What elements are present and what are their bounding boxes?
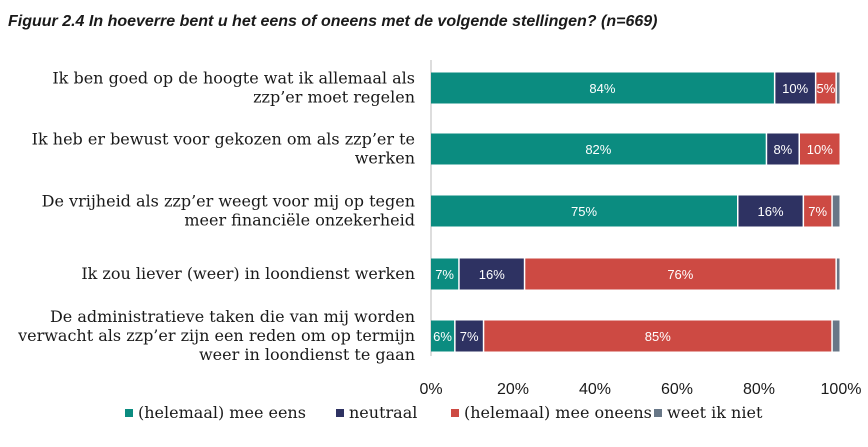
legend-swatch <box>451 409 459 417</box>
data-label: 76% <box>667 267 693 282</box>
data-label: 85% <box>645 329 671 344</box>
category-label-line: meer financiële onzekerheid <box>184 211 415 230</box>
x-tick-label: 20% <box>497 381 529 398</box>
bar-segment <box>816 72 836 104</box>
chart-title: Figuur 2.4 In hoeverre bent u het eens o… <box>8 13 658 30</box>
bar-segment <box>431 320 455 352</box>
data-label: 8% <box>773 142 792 157</box>
category-label-line: weer in loondienst te gaan <box>199 345 415 364</box>
bar-segment <box>832 320 840 352</box>
data-label: 84% <box>589 81 615 96</box>
category-label-line: Ik heb er bewust voor gekozen om als zzp… <box>32 130 415 149</box>
data-label: 10% <box>782 81 808 96</box>
bar-segment <box>738 195 803 227</box>
data-label: 16% <box>479 267 505 282</box>
category-label-line: Ik ben goed op de hoogte wat ik allemaal… <box>52 69 415 88</box>
category-label-line: zzp’er moet regelen <box>253 88 415 107</box>
category-label: Ik heb er bewust voor gekozen om als zzp… <box>32 130 415 168</box>
bar-segment <box>431 258 459 290</box>
x-tick-label: 80% <box>743 381 775 398</box>
x-tick-label: 0% <box>419 381 442 398</box>
data-label: 7% <box>460 329 479 344</box>
bar-segment <box>775 72 815 104</box>
bar-segment <box>836 72 840 104</box>
legend-label: neutraal <box>349 403 417 422</box>
category-label: De vrijheid als zzp’er weegt voor mij op… <box>42 192 415 230</box>
legend-swatch <box>336 409 344 417</box>
category-label-line: De vrijheid als zzp’er weegt voor mij op… <box>42 192 415 211</box>
bar-segment <box>832 195 840 227</box>
legend-label: (helemaal) mee oneens <box>464 403 652 422</box>
data-label: 82% <box>585 142 611 157</box>
category-label-line: De administratieve taken die van mij wor… <box>50 307 415 326</box>
data-label: 7% <box>808 204 827 219</box>
x-tick-label: 40% <box>579 381 611 398</box>
data-label: 10% <box>807 142 833 157</box>
bar-segment <box>804 195 832 227</box>
legend-swatch <box>125 409 133 417</box>
data-label: 16% <box>758 204 784 219</box>
data-label: 75% <box>571 204 597 219</box>
data-label: 6% <box>433 329 452 344</box>
x-tick-label: 60% <box>661 381 693 398</box>
bar-segment <box>525 258 836 290</box>
bar-segment <box>431 133 766 165</box>
bar-segment <box>455 320 483 352</box>
category-label: De administratieve taken die van mij wor… <box>17 307 415 364</box>
data-label: 7% <box>435 267 454 282</box>
category-label: Ik zou liever (weer) in loondienst werke… <box>81 264 415 283</box>
legend-label: (helemaal) mee eens <box>138 403 306 422</box>
data-label: 5% <box>817 81 836 96</box>
x-tick-label: 100% <box>821 381 862 398</box>
bar-segment <box>484 320 832 352</box>
legend-label: weet ik niet <box>667 403 763 422</box>
bar-segment <box>459 258 524 290</box>
bar-segment <box>836 258 840 290</box>
bar-segment <box>431 195 737 227</box>
bar-segment <box>800 133 840 165</box>
category-label: Ik ben goed op de hoogte wat ik allemaal… <box>52 69 415 107</box>
category-label-line: werken <box>355 149 415 168</box>
bar-segment <box>431 72 774 104</box>
category-label-line: Ik zou liever (weer) in loondienst werke… <box>81 264 415 283</box>
category-label-line: verwacht als zzp’er zijn een reden om op… <box>17 326 415 345</box>
legend-swatch <box>654 409 662 417</box>
bar-segment <box>767 133 799 165</box>
